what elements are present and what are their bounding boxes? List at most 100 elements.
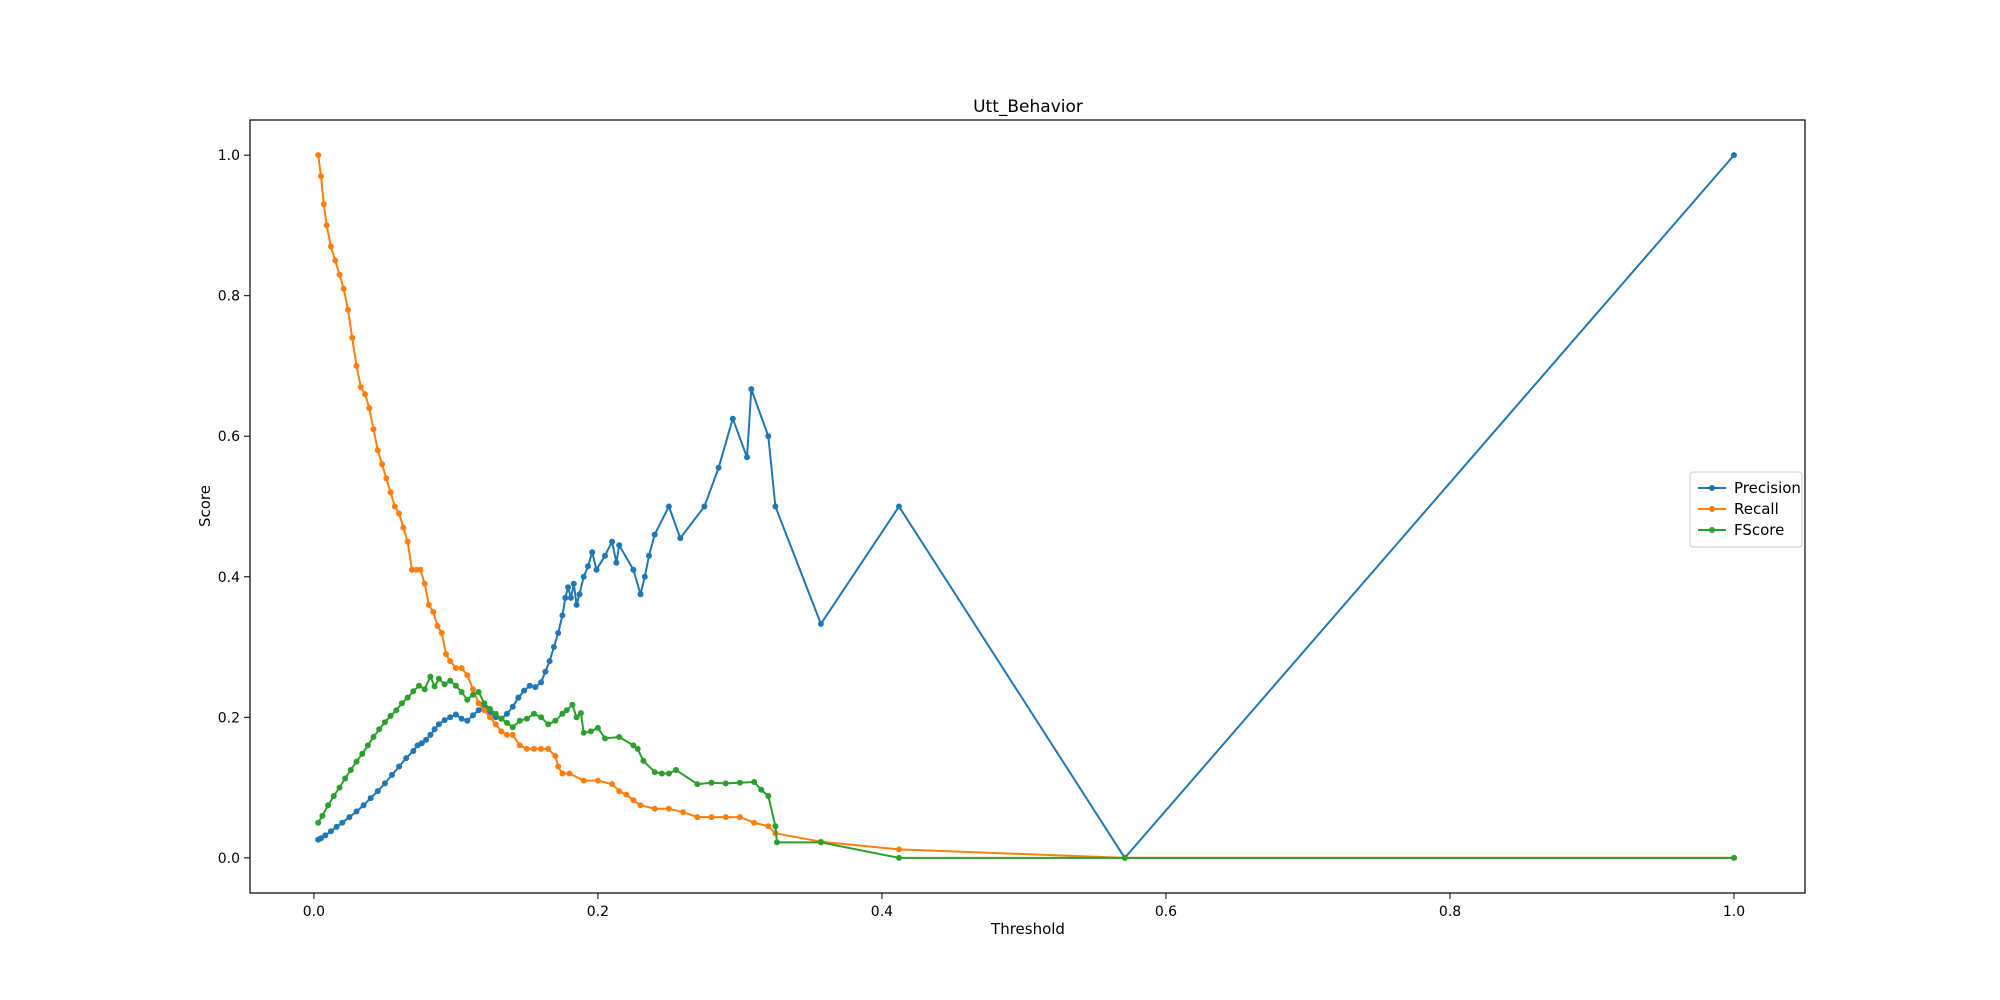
data-point-precision (475, 707, 482, 714)
data-point-recall (452, 665, 459, 672)
data-point-precision (441, 717, 448, 724)
data-point-fscore (387, 712, 394, 719)
data-point-fscore (393, 707, 400, 714)
legend-label-precision: Precision (1734, 479, 1801, 497)
data-point-recall (332, 257, 339, 264)
data-point-fscore (404, 694, 411, 701)
data-point-recall (434, 623, 441, 629)
data-point-precision (573, 601, 580, 608)
series-recall (315, 152, 1737, 861)
data-point-precision (567, 594, 574, 601)
legend-item-recall: Recall (1698, 500, 1779, 518)
data-point-recall (609, 781, 616, 788)
data-point-precision (593, 566, 600, 573)
data-point-precision (327, 828, 334, 835)
data-point-recall (430, 608, 437, 615)
data-point-recall (379, 461, 386, 468)
data-point-precision (637, 591, 644, 598)
data-point-precision (580, 573, 587, 580)
data-point-fscore (665, 770, 672, 777)
data-point-precision (339, 819, 346, 826)
x-axis-label: Threshold (990, 920, 1065, 938)
data-point-recall (665, 805, 672, 812)
data-point-precision (504, 710, 510, 717)
data-point-recall (374, 447, 381, 454)
data-point-fscore (416, 682, 422, 689)
data-point-precision (565, 584, 572, 591)
data-point-precision (464, 717, 471, 724)
data-point-fscore (587, 728, 594, 735)
data-point-recall (708, 814, 715, 821)
data-point-recall (413, 566, 420, 573)
data-point-precision (677, 535, 684, 542)
data-point-precision (418, 740, 425, 747)
data-point-precision (546, 658, 553, 665)
data-point-precision (701, 503, 708, 510)
data-point-precision (538, 679, 545, 686)
data-point-recall (387, 489, 394, 496)
data-point-recall (425, 601, 432, 608)
data-point-precision (458, 715, 465, 722)
data-point-recall (438, 630, 445, 636)
data-point-precision (318, 835, 324, 842)
data-point-precision (665, 503, 672, 510)
data-point-precision (1731, 152, 1737, 159)
data-point-precision (729, 415, 736, 422)
legend-marker-fscore (1709, 527, 1715, 533)
data-point-recall (396, 510, 403, 517)
data-point-fscore (431, 683, 438, 690)
data-point-recall (680, 809, 687, 816)
data-point-fscore (464, 696, 471, 703)
data-point-precision (589, 549, 596, 556)
data-point-fscore (602, 735, 608, 742)
data-point-recall (545, 745, 552, 752)
legend-label-recall: Recall (1734, 500, 1779, 518)
data-point-precision (555, 630, 562, 636)
data-point-recall (555, 763, 562, 770)
data-point-precision (532, 684, 539, 691)
y-axis-ticks: 0.0 0.2 0.4 0.6 0.8 1.0 (218, 148, 250, 867)
y-tick-label: 0.8 (218, 289, 240, 305)
data-point-fscore (504, 719, 510, 726)
data-point-recall (580, 777, 587, 784)
data-point-precision (346, 814, 353, 821)
data-point-precision (452, 711, 459, 718)
data-point-precision (410, 748, 417, 754)
data-point-recall (320, 201, 327, 208)
data-point-precision (570, 580, 577, 587)
data-point-fscore (580, 729, 587, 736)
data-point-recall (531, 745, 537, 752)
data-point-fscore (722, 780, 729, 787)
x-tick-label: 0.4 (871, 904, 893, 920)
y-tick-label: 1.0 (218, 148, 240, 164)
data-point-fscore (435, 675, 442, 682)
data-point-recall (504, 731, 510, 738)
data-point-precision (427, 731, 434, 738)
data-point-recall (516, 742, 523, 749)
data-point-recall (637, 802, 644, 809)
data-point-fscore (359, 750, 366, 757)
data-point-precision (609, 538, 616, 545)
x-tick-label: 1.0 (1723, 904, 1745, 920)
data-point-fscore (342, 775, 349, 782)
data-point-fscore (569, 701, 576, 708)
data-point-fscore (531, 710, 537, 717)
data-point-fscore (319, 812, 326, 819)
data-point-fscore (640, 757, 647, 764)
legend-marker-precision (1709, 485, 1715, 491)
data-point-precision (641, 573, 648, 580)
data-point-precision (431, 726, 438, 733)
data-point-recall (404, 538, 411, 545)
data-point-fscore (751, 779, 758, 785)
data-point-precision (613, 559, 620, 566)
data-point-fscore (498, 715, 505, 722)
data-point-fscore (673, 767, 679, 773)
data-point-recall (421, 580, 428, 587)
data-point-recall (498, 728, 505, 735)
data-point-precision (526, 682, 533, 689)
data-point-precision (646, 552, 652, 559)
data-point-recall (345, 306, 351, 313)
data-point-fscore (492, 710, 499, 717)
data-point-recall (509, 731, 516, 738)
data-point-recall (751, 819, 758, 826)
